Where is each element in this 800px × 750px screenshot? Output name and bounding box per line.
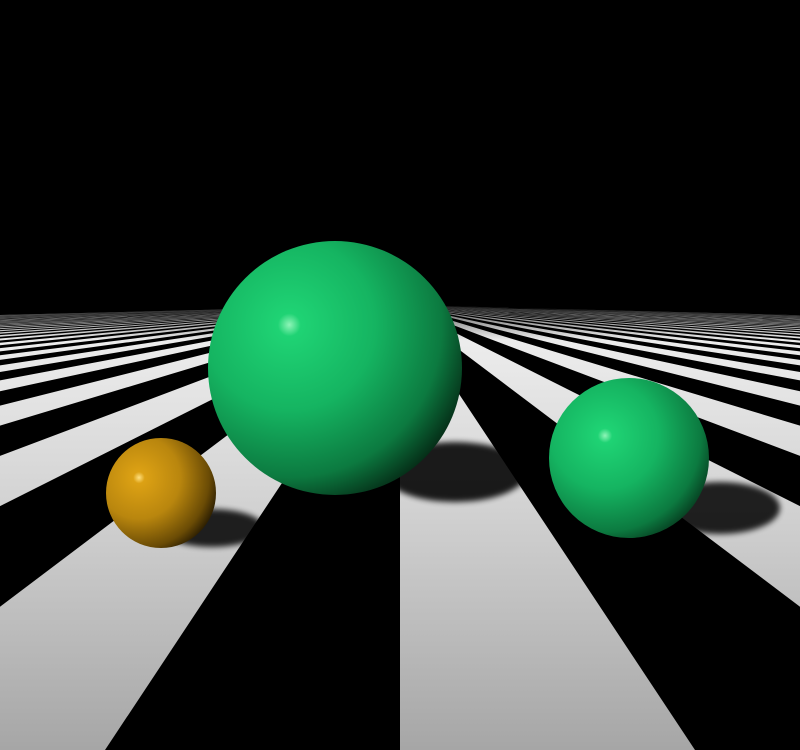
sphere (208, 241, 462, 495)
floor-stripe (400, 305, 800, 366)
sphere (106, 438, 216, 548)
sphere (549, 378, 709, 538)
floor-stripe (400, 305, 800, 456)
floor-stripe (400, 305, 695, 750)
